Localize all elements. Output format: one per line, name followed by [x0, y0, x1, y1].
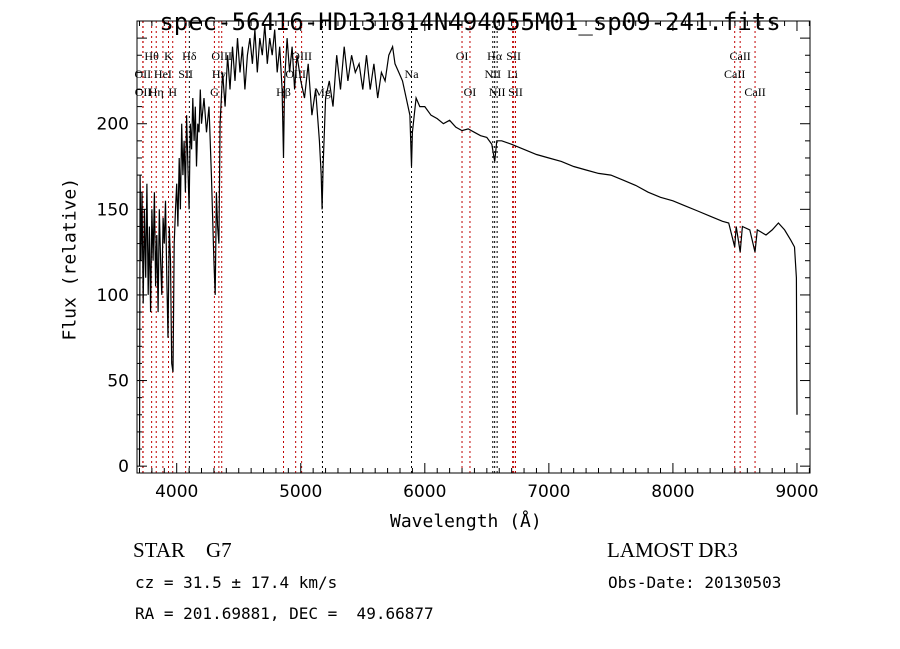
x-tick-label: 6000: [403, 482, 446, 502]
redshift-cz: cz = 31.5 ± 17.4 km/s: [135, 573, 338, 592]
spectral-line-label: Na: [405, 67, 420, 81]
spectral-line-label: OII: [134, 67, 151, 81]
spectral-line-label: OIII: [291, 49, 312, 63]
spectral-line-label: Hθ: [144, 49, 159, 63]
plot-frame: [136, 20, 811, 474]
y-tick-label: 200: [97, 115, 129, 135]
spectral-line-markers: [142, 21, 756, 473]
spectral-line-label: OII: [135, 85, 152, 99]
x-tick-label: 4000: [155, 482, 198, 502]
spectral-line-label: HeI: [154, 67, 172, 81]
spectral-line-label: Li: [507, 67, 518, 81]
spectral-line-label: Hγ: [212, 67, 227, 81]
spectral-line-label: OIII: [285, 67, 306, 81]
spectral-line-label: SII: [178, 67, 193, 81]
spectral-line-label: SII: [508, 85, 523, 99]
spectral-line-label: OIII: [211, 49, 232, 63]
y-tick-label: 0: [118, 457, 129, 477]
x-tick-label: 9000: [775, 482, 818, 502]
spectral-line-label: NII: [484, 67, 501, 81]
spectral-line-label: Hβ: [276, 85, 291, 99]
spectral-line-label: NII: [489, 85, 506, 99]
axes: 4000 5000 6000 7000 8000 9000 0 50 100 150 200: [97, 20, 819, 502]
spectral-line-label: OI: [464, 85, 477, 99]
spectral-line-label: K: [164, 49, 173, 63]
obs-date: Obs-Date: 20130503: [608, 573, 782, 592]
spectral-line-label: CaII: [724, 67, 745, 81]
x-tick-label: 7000: [527, 482, 570, 502]
spectral-line-label: Hη: [149, 85, 164, 99]
y-tick-label: 150: [97, 200, 129, 220]
x-axis-label: Wavelength (Å): [390, 511, 542, 532]
spectral-line-label: OI: [456, 49, 469, 63]
y-axis-label: Flux (relative): [59, 177, 81, 341]
spectral-line-label: CaII: [744, 85, 765, 99]
spectral-line-label: CaII: [729, 49, 750, 63]
x-tick-label: 5000: [279, 482, 322, 502]
spectral-line-label: H: [168, 85, 177, 99]
survey-name: LAMOST DR3: [607, 538, 738, 562]
y-tick-label: 50: [107, 372, 129, 392]
spectral-line-label: Mg: [314, 85, 331, 99]
x-tick-label: 8000: [651, 482, 694, 502]
coordinates: RA = 201.69881, DEC = 49.66877: [135, 604, 434, 623]
spectral-line-label: G: [210, 85, 219, 99]
spectral-line-label: Hδ: [182, 49, 197, 63]
y-tick-label: 100: [97, 286, 129, 306]
spectral-line-label: Hα: [487, 49, 503, 63]
spectrum-line: [138, 24, 798, 467]
object-class: STAR G7: [133, 538, 232, 562]
spectral-line-label: SII: [506, 49, 521, 63]
